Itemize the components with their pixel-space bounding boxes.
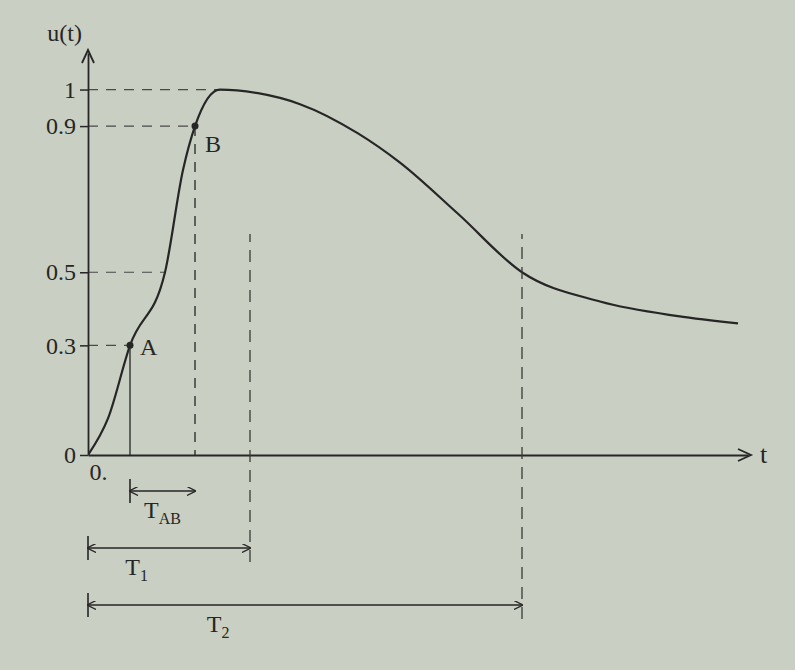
chart: 00.30.50.910.u(t)tABTABT1T2 <box>0 0 795 670</box>
y-tick-label: 1 <box>64 77 76 103</box>
interval-end-guide <box>249 234 250 562</box>
x-tick-label: 0. <box>90 459 108 485</box>
interval-label-main: T <box>125 554 140 580</box>
interval-start-bar <box>87 536 89 560</box>
guide-line <box>88 272 165 273</box>
interval-label-sub: 2 <box>222 624 230 641</box>
annotation-label: A <box>140 334 158 360</box>
interval-label-main: T <box>207 611 222 637</box>
interval: T2 <box>88 234 522 641</box>
y-tick-mark <box>80 89 88 91</box>
annotation-point <box>127 342 134 349</box>
y-tick: 0 <box>64 442 88 468</box>
y-axis-line <box>88 54 90 456</box>
y-axis-title: u(t) <box>47 20 82 46</box>
drop-line <box>194 126 195 455</box>
interval-end-guide <box>521 234 522 619</box>
y-tick-mark <box>80 272 88 274</box>
interval-label: T1 <box>125 554 148 584</box>
annotation-label: B <box>205 131 221 157</box>
guides <box>88 90 220 455</box>
y-tick-label: 0.3 <box>46 333 76 359</box>
interval-arrow <box>88 547 250 549</box>
interval-start-bar <box>87 593 89 617</box>
y-tick-label: 0.5 <box>46 259 76 285</box>
x-axis-arrow <box>738 449 751 461</box>
y-tick-mark <box>80 345 88 347</box>
drop-line <box>129 345 130 455</box>
y-tick: 1 <box>64 77 88 103</box>
y-tick: 0.3 <box>46 333 88 359</box>
interval-label: TAB <box>144 497 181 527</box>
interval-label: T2 <box>207 611 230 641</box>
x-axis-title: t <box>760 440 768 469</box>
x-axis: 0. <box>89 455 749 485</box>
x-axis-line <box>89 455 749 457</box>
y-tick-label: 0.9 <box>46 113 76 139</box>
plot-area <box>88 90 738 455</box>
annotation-point <box>192 123 199 130</box>
guide-line <box>88 89 220 90</box>
y-tick-label: 0 <box>64 442 76 468</box>
y-tick: 0.9 <box>46 113 88 139</box>
interval-label-sub: 1 <box>140 567 148 584</box>
interval: TAB <box>130 479 195 527</box>
interval-label-sub: AB <box>159 510 181 527</box>
curve <box>88 90 738 455</box>
interval-arrow <box>88 604 522 606</box>
y-axis: 0 0.3 0.5 0.9 1 <box>46 54 89 469</box>
interval-arrow <box>130 490 195 492</box>
y-tick: 0.5 <box>46 259 88 285</box>
interval-label-main: T <box>144 497 159 523</box>
interval: T1 <box>88 234 250 584</box>
interval-start-bar <box>129 479 131 503</box>
background <box>0 0 795 670</box>
y-tick-mark <box>80 455 88 457</box>
y-tick-mark <box>80 126 88 128</box>
y-axis-arrow <box>82 50 94 63</box>
guide-line <box>88 345 130 346</box>
x-tick: 0. <box>89 455 108 485</box>
guide-line <box>88 125 195 126</box>
